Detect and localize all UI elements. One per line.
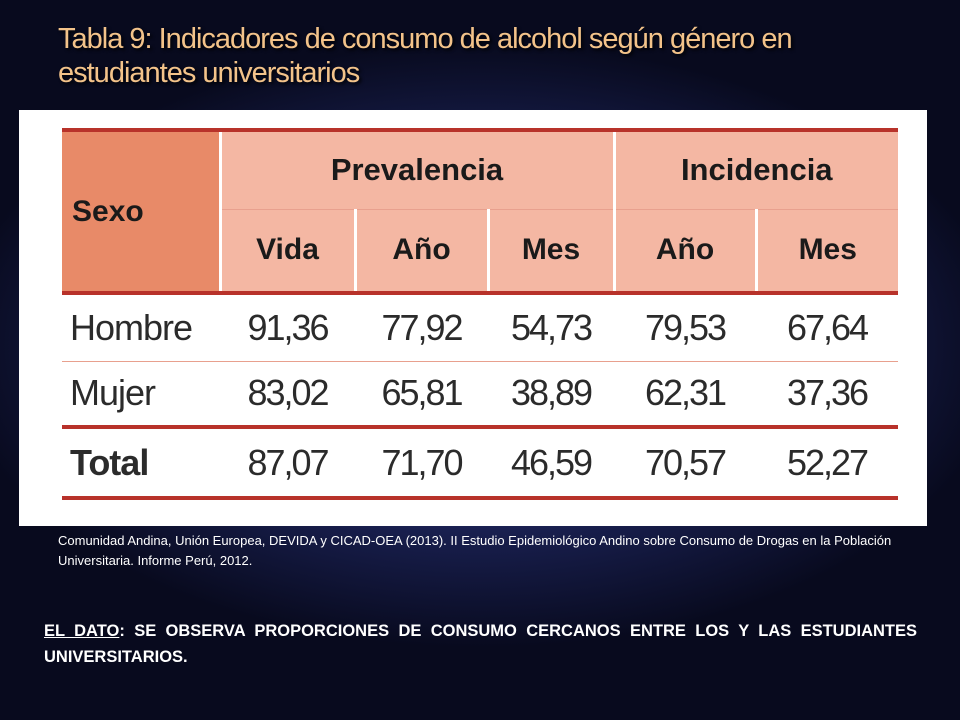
table-cell: 67,64 [756, 291, 898, 361]
subheader-mes-prevalencia: Mes [486, 208, 614, 293]
table-row-total: Total 87,07 71,70 46,59 70,57 52,27 [62, 425, 898, 500]
table-cell: 62,31 [614, 360, 756, 427]
table-cell: 52,27 [756, 425, 898, 500]
slide-title: Tabla 9: Indicadores de consumo de alcoh… [58, 23, 793, 89]
table-cell: 37,36 [756, 360, 898, 427]
table-cell: 38,89 [488, 360, 614, 427]
table-cell: 91,36 [220, 291, 355, 361]
note-text: : SE OBSERVA PROPORCIONES DE CONSUMO CER… [44, 622, 918, 666]
table-cell: 77,92 [355, 291, 488, 361]
table-cell: 79,53 [614, 291, 756, 361]
table-row-hombre: Hombre 91,36 77,92 54,73 79,53 67,64 [62, 291, 898, 361]
header-sexo: Sexo [62, 128, 220, 293]
table-cell: 71,70 [355, 425, 488, 500]
data-note: EL DATO: SE OBSERVA PROPORCIONES DE CONS… [44, 618, 917, 670]
subheader-mes-incidencia: Mes [754, 208, 898, 293]
table-cell: 46,59 [488, 425, 614, 500]
alcohol-indicators-table: Sexo Prevalencia Incidencia Vida Año Mes… [62, 128, 898, 500]
source-citation: Comunidad Andina, Unión Europea, DEVIDA … [58, 533, 892, 568]
note-lead: EL DATO [44, 622, 120, 640]
row-label-total: Total [62, 425, 220, 500]
subheader-ano-incidencia: Año [612, 208, 756, 293]
table-cell: 70,57 [614, 425, 756, 500]
row-label-hombre: Hombre [62, 291, 220, 361]
table-cell: 54,73 [488, 291, 614, 361]
header-incidencia: Incidencia [612, 128, 898, 209]
table-image: Sexo Prevalencia Incidencia Vida Año Mes… [19, 110, 927, 526]
subheader-vida: Vida [218, 208, 355, 293]
table-cell: 65,81 [355, 360, 488, 427]
subheader-ano-prevalencia: Año [353, 208, 488, 293]
header-prevalencia: Prevalencia [218, 128, 614, 209]
row-label-mujer: Mujer [62, 360, 220, 427]
table-cell: 87,07 [220, 425, 355, 500]
table-row-mujer: Mujer 83,02 65,81 38,89 62,31 37,36 [62, 360, 898, 427]
table-cell: 83,02 [220, 360, 355, 427]
